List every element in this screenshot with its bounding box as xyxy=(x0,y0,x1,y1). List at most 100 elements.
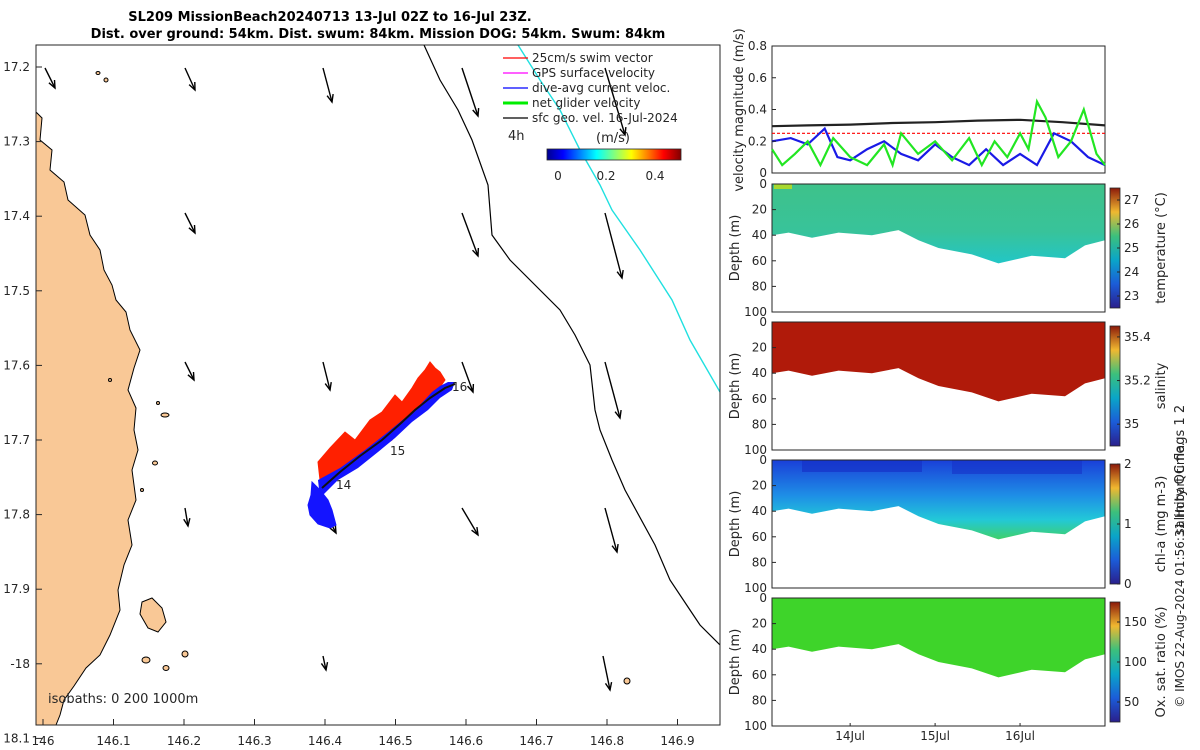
island xyxy=(623,677,631,685)
colorbar-tick-label: 24 xyxy=(1124,265,1139,279)
velocity-arrow-head xyxy=(467,383,475,394)
section-panel: 0 20 40 60 80 100 Depth (m) 23 24 25 26 27 temperatu… xyxy=(728,177,1169,319)
velocity-arrow xyxy=(461,507,479,536)
map-xtick-label: 146.1 xyxy=(96,734,130,748)
map-xtick-label: 146.3 xyxy=(237,734,271,748)
legend-label: net glider velocity xyxy=(532,96,640,110)
velocity-arrow xyxy=(322,361,331,391)
colorbar-tick-label: 2 xyxy=(1124,457,1132,471)
section-ytick-label: 60 xyxy=(752,530,767,544)
section-ytick-label: 80 xyxy=(752,279,767,293)
velocity-arrow xyxy=(604,507,618,553)
map-ytick-label: 17.4 xyxy=(3,209,30,223)
time-axis: 14Jul 15Jul 16Jul xyxy=(835,723,1035,743)
colorbar-tick-label: 100 xyxy=(1124,655,1147,669)
velocity-arrow-head xyxy=(329,524,337,535)
velocity-arrow xyxy=(184,212,196,234)
velocity-arrow xyxy=(604,212,623,279)
colorbar-tick-label: 27 xyxy=(1124,193,1139,207)
velocity-arrow-head xyxy=(472,247,480,258)
velocity-arrow-head xyxy=(48,79,56,90)
velocity-arrow-head xyxy=(188,224,196,235)
isobath-200m xyxy=(423,45,720,646)
velocity-panel: 0 0.2 0.4 0.6 0.8 velocity magnitude (m/s) xyxy=(732,28,1106,192)
velocity-arrow xyxy=(322,67,333,103)
imos-credit: © IMOS 22-Aug-2024 01:56:31 Hobart time. xyxy=(1173,442,1187,707)
colorbar-tick-label: 35 xyxy=(1124,417,1139,431)
section-ytick-label: 0 xyxy=(759,177,767,191)
island xyxy=(141,656,151,664)
section-ylabel: Depth (m) xyxy=(728,353,743,420)
velocity-arrow xyxy=(184,361,195,381)
velocity-arrow xyxy=(322,655,327,671)
island xyxy=(103,77,109,83)
velocity-arrow xyxy=(604,67,626,136)
map-background xyxy=(36,45,720,725)
section-ytick-label: 60 xyxy=(752,668,767,682)
section-ytick-label: 20 xyxy=(752,617,767,631)
section-variable-label: Ox. sat. ratio (%) xyxy=(1154,607,1169,718)
section-ytick-label: 40 xyxy=(752,366,767,380)
velocity-arrow xyxy=(461,67,479,117)
day-label-16: 16 xyxy=(452,380,467,394)
legend-label: sfc geo. vel. 16-Jul-2024 xyxy=(532,111,678,125)
map-ytick-label: 17.5 xyxy=(3,284,30,298)
time-tick-label: 15Jul xyxy=(920,729,950,743)
section-colorbar xyxy=(1109,325,1121,447)
section-data-field xyxy=(952,460,1082,474)
section-data-field xyxy=(772,598,1105,678)
map-ytick-label: 17.2 xyxy=(3,60,30,74)
map-ytick-label: 17.9 xyxy=(3,582,30,596)
map-xtick-label: 146.4 xyxy=(308,734,342,748)
velocity-arrow xyxy=(44,67,56,89)
section-ytick-label: 20 xyxy=(752,203,767,217)
velocity-frame xyxy=(771,45,1106,174)
section-ytick-label: 20 xyxy=(752,479,767,493)
map-x-axis: 146 146.1 146.2 146.3 146.4 146.5 146.6 146.7 14… xyxy=(32,719,695,748)
map-panel: 15 14 16 isobaths: 0 200 1000m 146 146.1 1… xyxy=(3,44,721,748)
island xyxy=(156,401,160,405)
velocity-ytick-label: 0.8 xyxy=(748,39,767,53)
map-xtick-label: 146 xyxy=(32,734,55,748)
glider-track xyxy=(307,361,456,529)
colorbar-tick-label: 25 xyxy=(1124,241,1139,255)
map-ytick-label: 17.3 xyxy=(3,135,30,149)
section-panel: 0 20 40 60 80 100 Depth (m) 50 100 150 Ox. sat. ra… xyxy=(728,591,1169,733)
velocity-arrow-head xyxy=(188,81,196,92)
velocity-arrow-head xyxy=(320,662,329,672)
legend-label: 25cm/s swim vector xyxy=(532,51,653,65)
section-ylabel: Depth (m) xyxy=(728,491,743,558)
day-label-14: 14 xyxy=(336,478,351,492)
velocity-ytick-label: 0 xyxy=(759,166,767,180)
colorbar-unit: (m/s) xyxy=(596,131,630,146)
section-frame xyxy=(771,597,1106,727)
map-xtick-label: 146.8 xyxy=(590,734,624,748)
velocity-arrow-head xyxy=(614,409,622,420)
colorbar-tick-label: 26 xyxy=(1124,217,1139,231)
map-ytick-label: 17.6 xyxy=(3,358,30,372)
island xyxy=(181,650,189,658)
land-mainland xyxy=(36,111,141,725)
section-ytick-label: 40 xyxy=(752,642,767,656)
velocity-arrow-head xyxy=(472,107,480,118)
island xyxy=(108,378,112,382)
map-xtick-label: 146.5 xyxy=(378,734,412,748)
velocity-arrow-head xyxy=(471,526,479,537)
dive-avg-current xyxy=(307,480,337,529)
section-ytick-label: 80 xyxy=(752,417,767,431)
velocity-arrow xyxy=(602,655,611,691)
section-ytick-label: 100 xyxy=(744,305,767,319)
map-frame xyxy=(35,44,721,726)
section-data-field xyxy=(772,322,1105,402)
title-line-2: Dist. over ground: 54km. Dist. swum: 84k… xyxy=(91,27,666,42)
velocity-series-line xyxy=(771,118,1106,128)
section-panel: 0 20 40 60 80 100 Depth (m) 0 1 2 chl-a (mg m-3) xyxy=(728,453,1169,595)
velocity-arrow-head xyxy=(183,518,191,528)
section-frame xyxy=(771,459,1106,589)
velocity-ytick-label: 0.4 xyxy=(748,103,767,117)
section-variable-label: salinity xyxy=(1154,362,1169,409)
section-data-field xyxy=(774,184,792,189)
section-ytick-label: 0 xyxy=(759,315,767,329)
